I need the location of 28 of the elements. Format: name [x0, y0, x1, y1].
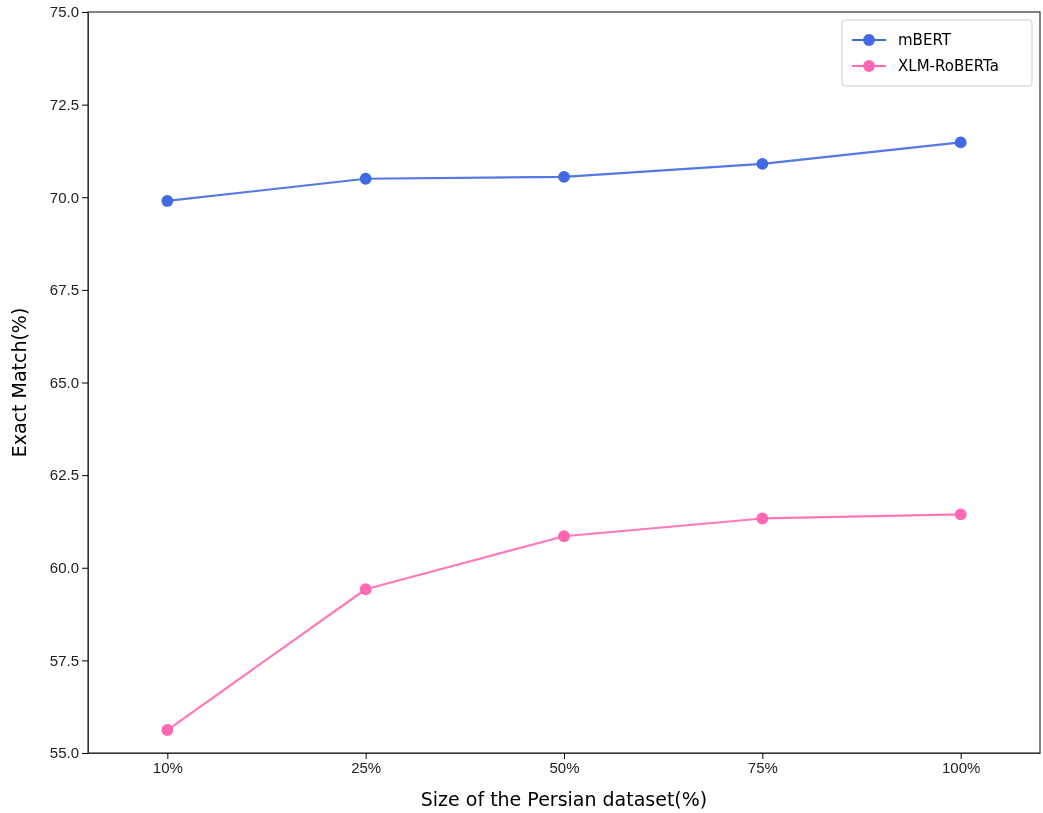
x-tick-label: 10% — [152, 758, 183, 776]
y-tick-label: 72.5 — [49, 95, 79, 113]
legend-label: mBERT — [898, 31, 952, 49]
x-tick-label: 50% — [549, 758, 580, 776]
point — [558, 530, 570, 543]
y-tick-label: 55.0 — [49, 744, 79, 762]
x-axis-title: Size of the Persian dataset(%) — [420, 788, 708, 810]
point — [954, 508, 967, 521]
point — [756, 158, 769, 170]
y-tick-label: 67.5 — [49, 281, 79, 299]
point — [558, 170, 570, 183]
point — [359, 583, 372, 596]
point — [161, 195, 174, 207]
y-tick-label: 75.0 — [49, 3, 79, 21]
y-tick-label: 62.5 — [49, 466, 79, 484]
y-tick-label: 60.0 — [49, 559, 79, 577]
point — [954, 136, 967, 149]
x-tick-label: 25% — [351, 758, 382, 776]
y-tick-label: 57.5 — [49, 651, 79, 669]
x-tick-label: 100% — [941, 758, 981, 776]
legend-label: XLM-RoBERTa — [898, 57, 999, 75]
point — [161, 724, 174, 736]
point — [359, 172, 372, 185]
y-tick-label: 70.0 — [49, 188, 79, 206]
y-axis-title: Exact Match(%) — [8, 307, 30, 458]
y-tick-label: 65.0 — [49, 373, 79, 391]
point — [756, 512, 769, 525]
x-tick-label: 75% — [747, 758, 778, 776]
